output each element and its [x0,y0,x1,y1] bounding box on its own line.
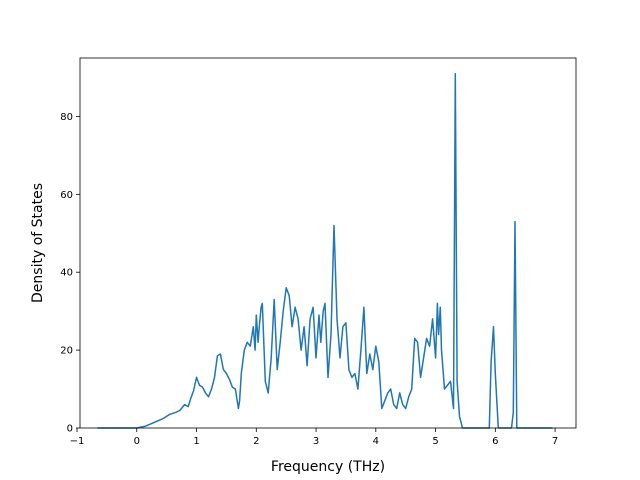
y-tick-label: 80 [60,112,73,123]
x-tick-label: 1 [193,436,199,447]
y-tick-label: 60 [60,190,73,201]
x-tick-label: 5 [432,436,438,447]
y-tick-label: 20 [60,346,73,357]
x-tick-label: 0 [134,436,140,447]
x-axis-label: Frequency (THz) [271,459,385,475]
x-tick-label: 7 [552,436,558,447]
x-tick-label: 4 [373,436,379,447]
x-tick-label: 6 [492,436,498,447]
x-tick-label: 3 [313,436,319,447]
x-tick-label: −1 [70,436,85,447]
x-tick-label: 2 [253,436,259,447]
y-axis-label: Density of States [30,183,46,303]
series-line-density-of-states [97,72,553,429]
x-axis-ticks: −1 0 1 2 3 4 5 6 7 [70,428,558,447]
axes-frame [79,57,577,429]
y-tick-label: 40 [60,268,73,279]
y-axis-ticks: 0 20 40 60 80 [60,112,80,435]
plot-area [97,72,553,429]
y-tick-label: 0 [67,424,73,435]
